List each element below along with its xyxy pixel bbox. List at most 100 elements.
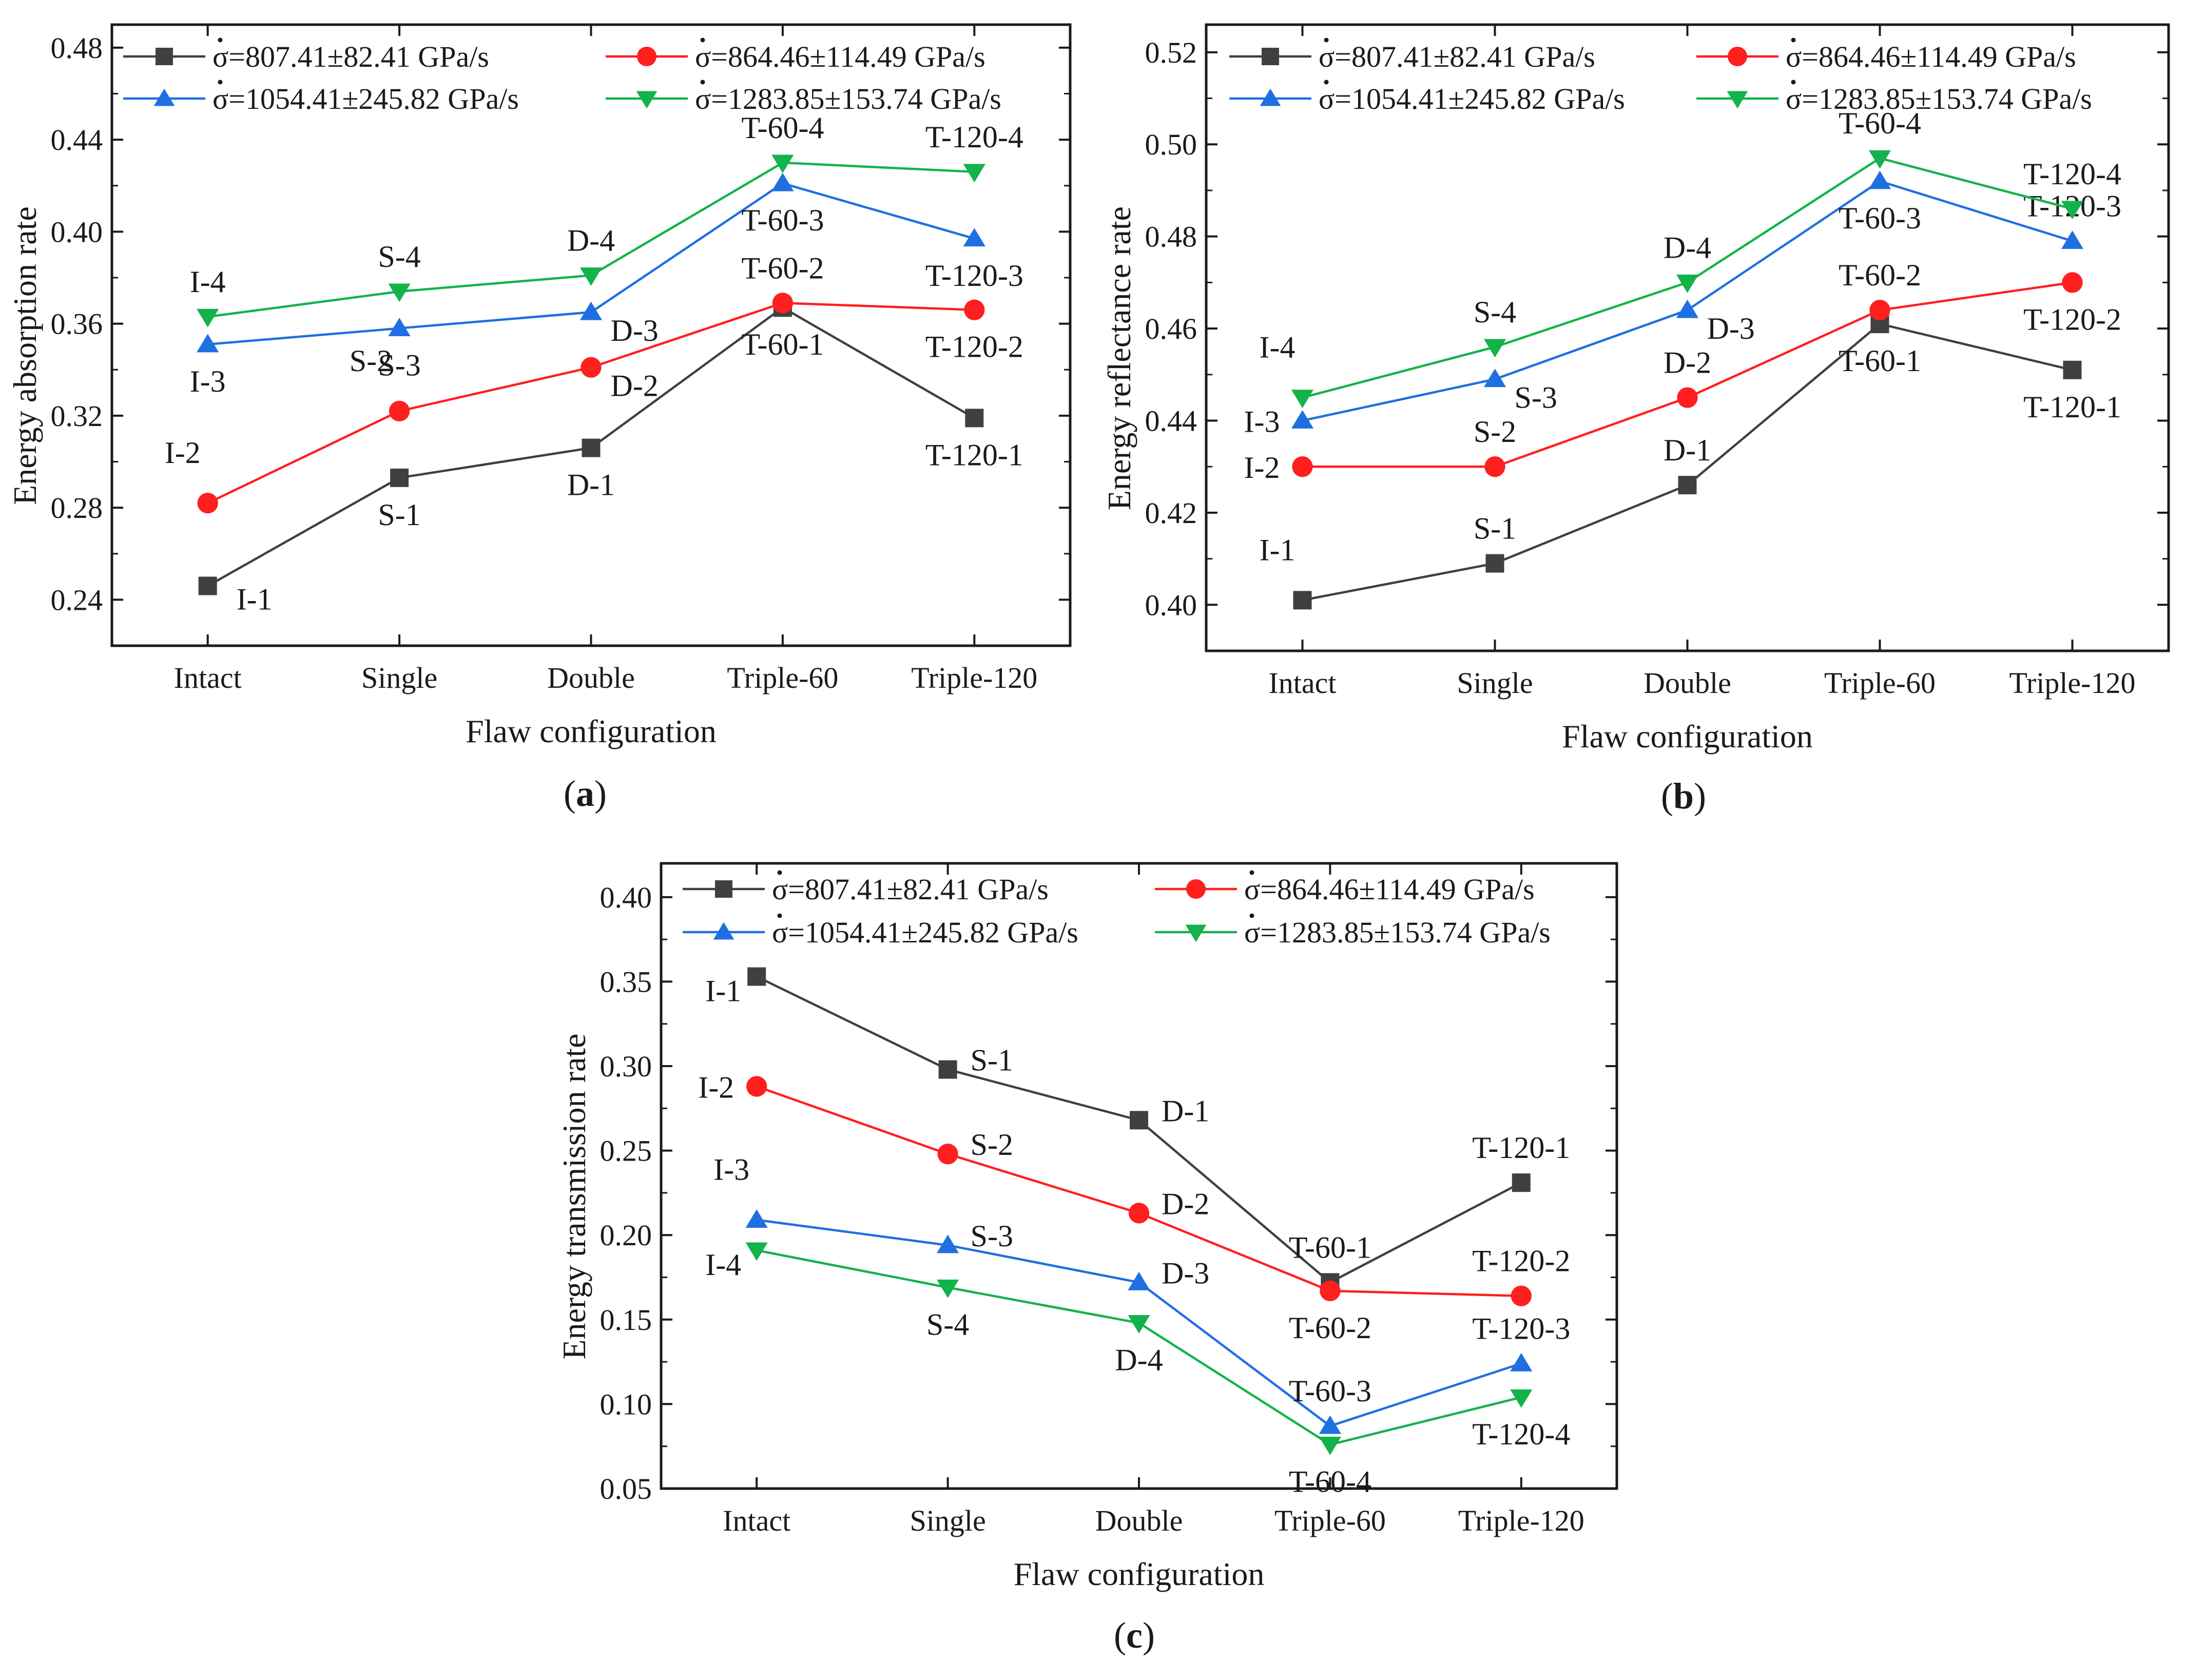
data-point — [963, 164, 985, 183]
data-point — [2062, 272, 2083, 293]
point-label: T-120-3 — [925, 259, 1023, 293]
y-tick-label: 0.05 — [600, 1472, 652, 1505]
data-point — [1511, 1285, 1532, 1306]
legend-marker — [713, 922, 734, 940]
y-tick-label: 0.44 — [51, 123, 103, 157]
point-label: T-120-1 — [925, 438, 1023, 472]
point-label: D-4 — [1115, 1343, 1163, 1377]
point-label: I-4 — [1260, 331, 1295, 364]
data-point — [937, 1234, 959, 1253]
y-tick-label: 0.40 — [600, 881, 652, 914]
point-label: T-60-2 — [1839, 258, 1921, 292]
x-tick-label: Single — [910, 1504, 985, 1537]
data-point — [1320, 1280, 1341, 1302]
point-label: I-4 — [705, 1248, 741, 1282]
point-label: T-60-3 — [1289, 1374, 1371, 1408]
x-tick-label: Single — [361, 661, 437, 694]
y-tick-label: 0.35 — [600, 965, 652, 998]
data-point — [579, 267, 603, 286]
data-point — [937, 1279, 959, 1298]
legend-label: σ=1283.85±153.74 GPa/s — [1786, 82, 2092, 115]
chart-panel-c: 0.05 0.10 0.15 0.20 0.25 0.30 0.35 0.40 Intact Si… — [556, 862, 1618, 1592]
data-point — [1483, 339, 1506, 358]
x-axis-title: Flaw configuration — [1562, 718, 1813, 755]
chart-panel-b: 0.40 0.42 0.44 0.46 0.48 0.50 0.52 Intact Single… — [1101, 23, 2170, 755]
data-point — [772, 293, 794, 314]
point-label: D-1 — [1664, 433, 1711, 467]
y-tick-label: 0.48 — [1145, 220, 1197, 254]
point-label: I-3 — [713, 1153, 749, 1187]
sigma-dot — [218, 80, 223, 85]
point-label: T-120-4 — [1472, 1417, 1570, 1451]
point-label: T-120-2 — [1472, 1244, 1570, 1278]
caption-paren-open: ( — [1661, 776, 1673, 817]
point-label: D-2 — [1162, 1187, 1209, 1221]
data-point — [1676, 274, 1699, 293]
sigma-dot — [218, 37, 223, 43]
y-tick-label: 0.40 — [51, 215, 103, 248]
caption-paren-open: ( — [564, 773, 576, 814]
data-point — [1868, 170, 1891, 189]
data-point — [197, 334, 219, 353]
y-tick-label: 0.42 — [1145, 496, 1197, 530]
data-point — [1510, 1353, 1533, 1372]
sigma-dot — [777, 913, 782, 918]
x-tick-label: Triple-60 — [727, 661, 838, 694]
data-point — [1128, 1271, 1150, 1290]
legend-label: σ=807.41±82.41 GPa/s — [212, 40, 489, 73]
point-label: T-60-1 — [1289, 1230, 1371, 1264]
point-label: D-4 — [1664, 230, 1711, 264]
chart-panel-a: 0.24 0.28 0.32 0.36 0.40 0.44 0.48 Intact Single… — [7, 23, 1072, 749]
x-tick-label: Intact — [1268, 666, 1336, 700]
data-point — [747, 967, 766, 986]
series-line-1 — [756, 975, 1522, 1284]
y-tick-label: 0.40 — [1145, 588, 1197, 622]
data-point — [938, 1060, 957, 1079]
point-label: T-120-2 — [925, 330, 1023, 364]
data-point — [1128, 1203, 1150, 1224]
y-tick-label: 0.36 — [51, 307, 103, 341]
panel-caption-a: (a) — [564, 773, 607, 814]
legend-label: σ=864.46±114.49 GPa/s — [1786, 40, 2076, 73]
data-point — [1319, 1415, 1341, 1434]
point-label: T-60-4 — [1839, 106, 1921, 140]
data-point — [937, 1144, 958, 1165]
panel-caption-c: (c) — [1114, 1615, 1155, 1656]
point-label: T-120-4 — [925, 120, 1023, 154]
data-point — [771, 155, 794, 173]
point-label: T-60-1 — [741, 327, 824, 361]
data-point — [1510, 1389, 1533, 1408]
y-axis-title: Energy transmission rate — [556, 1033, 592, 1359]
caption-paren-close: ) — [1143, 1615, 1155, 1656]
point-label: T-120-4 — [2023, 157, 2121, 191]
x-tick-label: Double — [1643, 666, 1731, 700]
data-point — [2063, 360, 2082, 379]
plot-frame — [1205, 23, 2170, 652]
data-point — [1291, 410, 1314, 429]
point-label: I-2 — [1244, 451, 1280, 485]
point-label: S-1 — [378, 498, 420, 532]
data-point — [1483, 369, 1506, 388]
sigma-dot — [1791, 80, 1796, 85]
data-point — [1128, 1315, 1150, 1334]
sigma-dot — [1324, 80, 1329, 85]
x-axis-title: Flaw configuration — [466, 713, 717, 749]
y-tick-label: 0.44 — [1145, 404, 1197, 437]
legend-marker — [1260, 88, 1281, 106]
sigma-dot — [1324, 37, 1329, 43]
point-label: D-1 — [567, 468, 615, 502]
legend-label: σ=864.46±114.49 GPa/s — [1244, 873, 1535, 906]
y-tick-label: 0.20 — [600, 1219, 652, 1252]
y-tick-label: 0.25 — [600, 1134, 652, 1168]
x-tick-label: Double — [1095, 1504, 1183, 1537]
legend-label: σ=1054.41±245.82 GPa/s — [212, 82, 519, 115]
y-tick-label: 0.32 — [51, 399, 103, 433]
sigma-dot — [1249, 870, 1254, 875]
point-label: D-4 — [567, 223, 615, 257]
point-label: T-120-1 — [2023, 390, 2121, 424]
x-tick-label: Triple-120 — [911, 661, 1037, 694]
y-tick-label: 0.50 — [1145, 128, 1197, 161]
y-tick-label: 0.24 — [51, 583, 103, 616]
legend-marker — [1185, 924, 1207, 942]
y-tick-label: 0.48 — [51, 31, 103, 65]
